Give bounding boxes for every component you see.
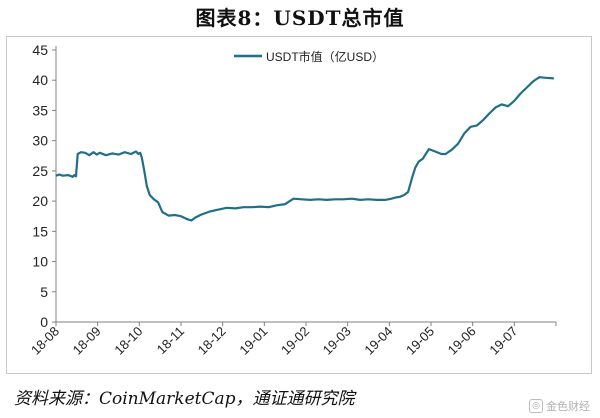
x-tick-label: 19-06 (445, 324, 479, 358)
chart-axes (55, 46, 556, 323)
y-tick-label: 40 (32, 72, 48, 88)
y-tick-label: 25 (32, 163, 48, 179)
coin-icon: ◎ (529, 399, 543, 413)
y-axis-ticks: 0 5 10 15 20 25 30 35 40 45 (32, 42, 56, 330)
x-tick-label: 19-07 (486, 324, 520, 358)
series-line-usdt-market-cap (55, 76, 554, 222)
x-tick-label: 18-09 (70, 324, 104, 358)
x-tick-label: 19-04 (361, 324, 395, 358)
x-tick-label: 19-01 (236, 324, 270, 358)
y-tick-label: 45 (32, 42, 48, 58)
watermark-text: 金色财经 (546, 400, 590, 413)
chart-title: 图表8：USDT总市值 (195, 6, 405, 30)
chart-frame (6, 36, 592, 374)
chart-legend: USDT市值（亿USD） (234, 49, 384, 64)
source-note: 资料来源：CoinMarketCap，通证通研究院 (14, 389, 355, 409)
y-tick-label: 20 (32, 193, 48, 209)
x-tick-label: 19-03 (320, 324, 354, 358)
y-tick-label: 35 (32, 102, 48, 118)
watermark: ◎ 金色财经 (529, 398, 590, 414)
y-tick-label: 15 (32, 223, 48, 239)
x-tick-label: 18-12 (195, 324, 229, 358)
y-tick-label: 0 (40, 314, 48, 330)
x-tick-label: 18-10 (111, 324, 145, 358)
x-tick-label: 18-11 (154, 324, 187, 357)
x-tick-label: 19-02 (278, 324, 312, 358)
x-tick-label: 18-08 (28, 324, 62, 358)
y-tick-label: 5 (40, 284, 48, 300)
y-tick-label: 30 (32, 133, 48, 149)
legend-label: USDT市值（亿USD） (266, 49, 384, 64)
x-tick-label: 19-05 (403, 324, 437, 358)
y-tick-label: 10 (32, 254, 48, 270)
x-axis-ticks: 18-08 18-09 18-10 18-11 18-12 19-01 19-02 19-03… (28, 322, 557, 358)
